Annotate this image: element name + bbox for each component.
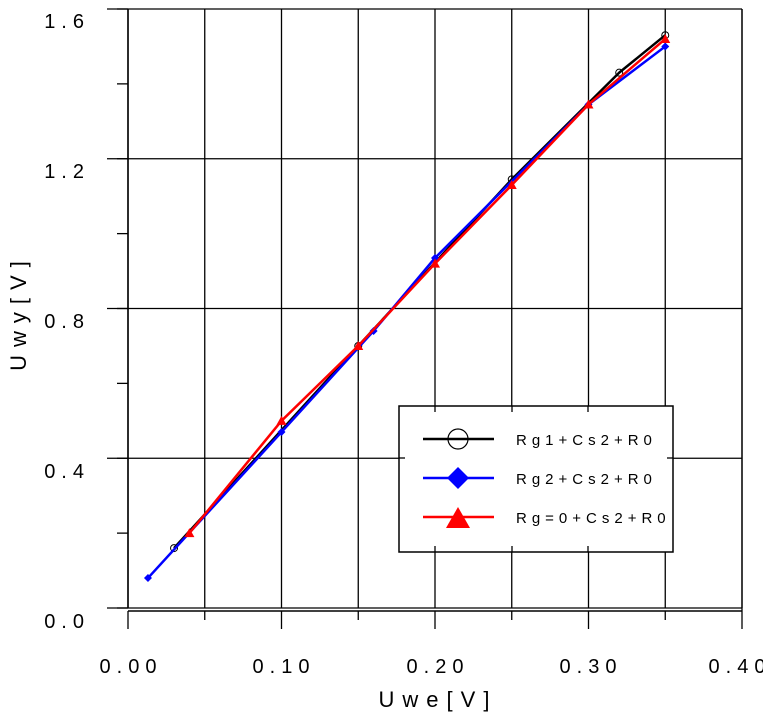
series-Rg=0+Cs2+R0 — [184, 33, 671, 538]
triangle-marker-icon — [276, 415, 287, 425]
triangle-marker-icon — [446, 507, 470, 528]
triangle-marker-icon — [184, 528, 195, 538]
legend-item-red: Rg=0+Cs2+R0 — [423, 507, 671, 528]
x-tick-label: 0.00 — [100, 656, 163, 678]
legend-label: Rg1+Cs2+R0 — [516, 432, 657, 449]
diamond-marker-icon — [143, 574, 152, 583]
axes — [117, 8, 743, 629]
y-tick-label: 0.8 — [44, 311, 90, 333]
legend: Rg1+Cs2+R0 Rg2+Cs2+R0 Rg=0+Cs2+R0 — [398, 405, 674, 553]
y-tick-label: 0.4 — [44, 461, 90, 483]
y-tick-label: 1.6 — [44, 11, 90, 33]
circle-marker-icon — [615, 68, 624, 77]
y-tick-label: 1.2 — [44, 161, 90, 183]
legend-label: Rg2+Cs2+R0 — [516, 471, 657, 488]
x-tick-label: 0.40 — [709, 656, 763, 678]
legend-item-black: Rg1+Cs2+R0 — [423, 428, 657, 450]
data-series — [143, 31, 671, 583]
diamond-marker-icon — [661, 42, 670, 51]
y-tick-label: 0.0 — [44, 611, 90, 633]
triangle-marker-icon — [430, 258, 440, 268]
y-tick-labels: 0.0 0.4 0.8 1.2 1.6 — [44, 11, 90, 633]
triangle-marker-icon — [353, 340, 364, 350]
open-circle-marker-icon — [447, 428, 469, 450]
legend-item-blue: Rg2+Cs2+R0 — [423, 467, 657, 489]
diamond-marker-icon — [277, 428, 286, 437]
series-line — [173, 34, 667, 549]
legend-label: Rg=0+Cs2+R0 — [516, 510, 671, 527]
x-tick-label: 0.30 — [560, 656, 623, 678]
y-axis-label: Uwy[V] — [6, 253, 31, 371]
legend-border-ticks — [399, 406, 673, 552]
triangle-marker-icon — [660, 33, 671, 43]
x-tick-labels: 0.00 0.10 0.20 0.30 0.40 — [100, 656, 763, 678]
triangle-marker-icon — [583, 99, 594, 109]
grid-lines — [107, 8, 743, 609]
triangle-marker-icon — [506, 179, 517, 189]
x-tick-label: 0.10 — [253, 656, 316, 678]
diamond-marker-icon — [447, 467, 469, 489]
x-axis-label: Uwe[V] — [379, 687, 498, 712]
x-tick-label: 0.20 — [407, 656, 470, 678]
circle-marker-icon — [170, 544, 179, 553]
